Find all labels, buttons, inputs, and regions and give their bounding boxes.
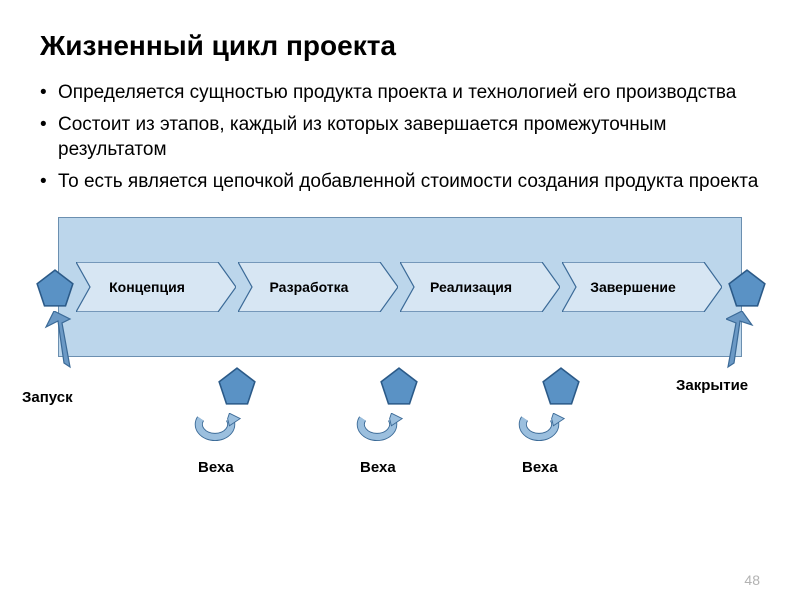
spin-arrow-icon [512, 413, 566, 453]
stage-label: Концепция [76, 262, 218, 312]
arrow-to-start [34, 311, 72, 369]
spin-arrow-icon [350, 413, 404, 453]
spin-arrow-icon [188, 413, 242, 453]
milestone-icon [540, 365, 582, 407]
milestone-label: Веха [198, 459, 234, 476]
stage-close: Завершение [562, 262, 722, 312]
slide-title: Жизненный цикл проекта [40, 30, 760, 62]
stage-label: Реализация [400, 262, 542, 312]
page-number: 48 [744, 572, 760, 588]
milestone-icon [378, 365, 420, 407]
lifecycle-diagram: Концепция Разработка Реализация Завершен… [40, 217, 760, 517]
end-label: Закрытие [676, 377, 748, 394]
arrow-to-end [726, 311, 764, 369]
end-milestone-icon [726, 267, 768, 309]
milestone-label: Веха [360, 459, 396, 476]
stages-row: Концепция Разработка Реализация Завершен… [76, 262, 722, 312]
start-label: Запуск [22, 389, 73, 406]
bullet-list: Определяется сущностью продукта проекта … [40, 80, 760, 195]
milestone-label: Веха [522, 459, 558, 476]
bullet-item: То есть является цепочкой добавленной ст… [40, 169, 760, 195]
milestone-icon [216, 365, 258, 407]
stage-label: Завершение [562, 262, 704, 312]
stage-label: Разработка [238, 262, 380, 312]
stage-impl: Реализация [400, 262, 560, 312]
stage-dev: Разработка [238, 262, 398, 312]
stage-concept: Концепция [76, 262, 236, 312]
start-milestone-icon [34, 267, 76, 309]
bullet-item: Состоит из этапов, каждый из которых зав… [40, 112, 760, 163]
bullet-item: Определяется сущностью продукта проекта … [40, 80, 760, 106]
